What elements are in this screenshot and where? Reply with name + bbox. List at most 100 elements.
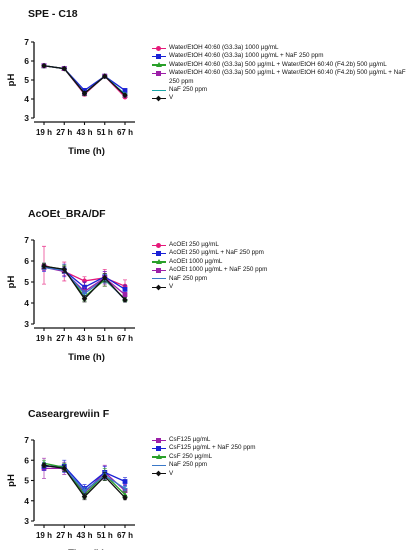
legend-swatch xyxy=(152,241,166,249)
data-point xyxy=(82,291,87,296)
data-point xyxy=(122,88,128,93)
y-tick-label: 4 xyxy=(24,94,29,104)
legend-swatch xyxy=(152,461,166,469)
x-tick-label: 27 h xyxy=(56,334,72,343)
legend-item: NaF 250 ppm xyxy=(152,275,414,283)
x-tick-label: 67 h xyxy=(117,128,133,137)
legend-marker xyxy=(156,267,161,273)
data-point xyxy=(81,493,88,500)
chart-title: AcOEt_BRA/DF xyxy=(28,208,106,220)
x-tick-label: 67 h xyxy=(117,531,133,540)
data-point xyxy=(81,90,88,97)
y-tick-label: 7 xyxy=(24,37,29,47)
legend-swatch xyxy=(152,258,166,266)
data-point xyxy=(122,292,128,297)
legend-swatch xyxy=(152,453,166,461)
legend-item: CsF125 µg/mL + NaF 250 ppm xyxy=(152,444,414,452)
data-point xyxy=(122,494,128,501)
legend-marker xyxy=(156,89,161,91)
legend-label: Water/EtOH 40:60 (G3.3a) 500 µg/mL + Wat… xyxy=(169,60,387,68)
y-tick-label: 6 xyxy=(24,256,29,266)
legend-marker xyxy=(156,62,162,68)
legend-label: Water/EtOH 40:60 (G3.3a) 500 µg/mL + Wat… xyxy=(169,69,406,85)
data-point xyxy=(122,296,128,303)
legend-item: NaF 250 ppm xyxy=(152,461,414,469)
y-tick-label: 4 xyxy=(24,298,29,308)
legend-label: AcOEt 250 µg/mL + NaF 250 ppm xyxy=(169,249,264,257)
legend-label: NaF 250 ppm xyxy=(169,461,208,469)
legend-marker xyxy=(156,437,161,443)
chart-legend: CsF125 µg/mL CsF125 µg/mL + NaF 250 ppm Cs… xyxy=(152,436,414,478)
legend-swatch xyxy=(152,249,166,257)
y-axis-label: pH xyxy=(6,74,17,87)
legend-swatch xyxy=(152,266,166,274)
legend-item: V xyxy=(152,94,414,102)
legend-marker xyxy=(156,45,161,51)
legend-label: NaF 250 ppm xyxy=(169,86,208,94)
chart-title: Caseargrewiin F xyxy=(28,408,110,420)
legend-marker xyxy=(156,464,161,466)
legend-item: Water/EtOH 40:60 (G3.3a) 500 µg/mL + Wat… xyxy=(152,61,414,69)
legend-item: NaF 250 ppm xyxy=(152,86,414,94)
x-tick-label: 43 h xyxy=(76,334,92,343)
x-axis-label: Time (h) xyxy=(68,352,105,363)
legend-item: V xyxy=(152,470,414,478)
y-tick-label: 5 xyxy=(24,476,29,486)
series-4 xyxy=(41,462,128,501)
legend-item: AcOEt 1000 µg/mL xyxy=(152,258,414,266)
data-point xyxy=(41,62,47,69)
legend-label: NaF 250 ppm xyxy=(169,274,208,282)
legend-swatch xyxy=(152,94,166,102)
y-tick-label: 7 xyxy=(24,435,29,445)
legend-label: AcOEt 1000 µg/mL + NaF 250 ppm xyxy=(169,266,268,274)
legend-label: Water/EtOH 40:60 (G3.3a) 1000 µg/mL + Na… xyxy=(169,52,324,60)
legend-label: CsF125 µg/mL + NaF 250 ppm xyxy=(169,444,256,452)
x-tick-label: 43 h xyxy=(76,531,92,540)
legend-swatch xyxy=(152,275,166,283)
legend-item: V xyxy=(152,283,414,291)
chart-panel-acoet: AcOEt_BRA/DF 3 4 5 6 7 pH 19 h 27 h 43 h 51 h 67 h… xyxy=(0,180,420,365)
data-point xyxy=(122,92,128,99)
data-point xyxy=(102,73,108,80)
data-point xyxy=(61,266,67,273)
legend-swatch xyxy=(152,61,166,69)
data-point xyxy=(102,274,108,281)
legend-label: AcOEt 250 µg/mL xyxy=(169,241,219,248)
legend-item: Water/EtOH 40:60 (G3.3a) 1000 µg/mL + Na… xyxy=(152,52,414,60)
chart-title: SPE - C18 xyxy=(28,8,78,20)
y-axis-label: pH xyxy=(6,474,17,487)
legend-swatch xyxy=(152,69,166,77)
data-point xyxy=(122,479,128,484)
legend-marker xyxy=(156,242,161,248)
x-tick-label: 19 h xyxy=(36,334,52,343)
legend-label: Water/EtOH 40:60 (G3.3a) 1000 µg/mL xyxy=(169,44,279,51)
legend-label: V xyxy=(169,94,174,102)
y-tick-label: 5 xyxy=(24,277,29,287)
legend-swatch xyxy=(152,283,166,291)
legend-swatch xyxy=(152,86,166,94)
x-tick-label: 51 h xyxy=(97,128,113,137)
x-axis-label: Time (h) xyxy=(68,146,105,157)
chart-panel-caseargrewiin: Caseargrewiin F 3 4 5 6 7 pH 19 h 27 h 43 h 51 h 6… xyxy=(0,365,420,550)
x-tick-label: 51 h xyxy=(97,334,113,343)
legend-label: CsF125 µg/mL xyxy=(169,436,211,443)
legend-marker xyxy=(156,53,161,59)
data-point xyxy=(61,465,67,472)
legend-label: V xyxy=(169,469,174,477)
legend-item: AcOEt 250 µg/mL + NaF 250 ppm xyxy=(152,249,414,257)
legend-label: AcOEt 1000 µg/mL xyxy=(169,257,223,265)
data-point xyxy=(122,486,128,491)
legend-swatch xyxy=(152,444,166,452)
chart-legend: AcOEt 250 µg/mL AcOEt 250 µg/mL + NaF 250… xyxy=(152,241,414,291)
chart-plot: 3 4 5 6 7 pH 19 h 27 h 43 h 51 h 67 h Time (h) xyxy=(6,235,135,363)
legend-marker xyxy=(156,250,161,256)
x-tick-label: 51 h xyxy=(97,531,113,540)
legend-marker xyxy=(155,284,162,290)
legend-marker xyxy=(156,445,161,451)
y-axis-label: pH xyxy=(6,276,17,289)
data-point xyxy=(82,488,87,494)
chart-plot: 3 4 5 6 7 pH 19 h 27 h 43 h 51 h 67 h Time (h) xyxy=(6,37,135,157)
data-point xyxy=(61,65,67,72)
legend-item: AcOEt 250 µg/mL xyxy=(152,241,414,249)
legend-label: V xyxy=(169,283,174,291)
